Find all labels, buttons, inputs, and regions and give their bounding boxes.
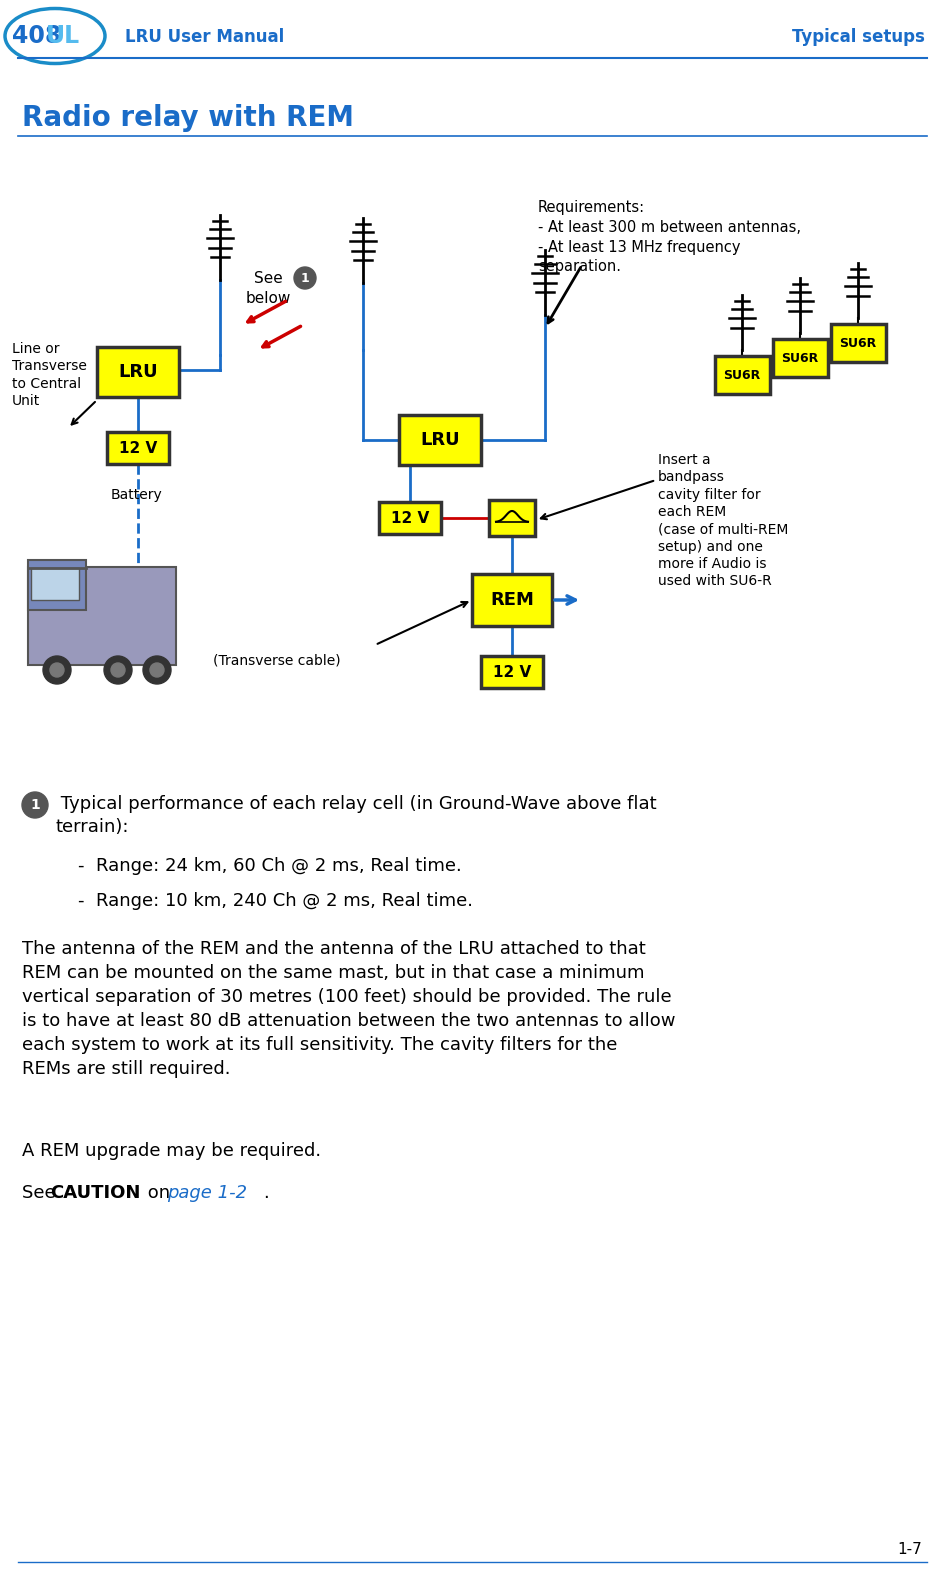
Circle shape (294, 268, 315, 290)
Text: Typical performance of each relay cell (in Ground-Wave above flat: Typical performance of each relay cell (… (55, 795, 656, 814)
Text: terrain):: terrain): (55, 818, 128, 836)
Text: SU6R: SU6R (722, 369, 760, 382)
Text: SU6R: SU6R (781, 351, 818, 364)
Text: on: on (142, 1184, 176, 1201)
Text: See: See (253, 271, 282, 285)
Bar (771, 339, 827, 377)
Text: Requirements:
- At least 300 m between antennas,
- At least 13 MHz frequency
sep: Requirements: - At least 300 m between a… (537, 199, 801, 274)
Bar (488, 500, 534, 537)
Text: SU6R: SU6R (838, 337, 876, 350)
Ellipse shape (5, 8, 105, 63)
Bar (31, 568, 79, 600)
Circle shape (143, 655, 171, 684)
Text: Radio relay with REM: Radio relay with REM (22, 104, 354, 131)
Text: (Transverse cable): (Transverse cable) (212, 654, 340, 666)
Text: A REM upgrade may be required.: A REM upgrade may be required. (22, 1141, 321, 1160)
Bar (471, 575, 551, 625)
Bar (830, 325, 885, 363)
Text: 12 V: 12 V (119, 440, 157, 456)
Bar (28, 567, 176, 665)
Text: 1: 1 (30, 798, 40, 812)
Text: 12 V: 12 V (493, 665, 531, 679)
Circle shape (150, 663, 164, 678)
Text: 1-7: 1-7 (896, 1542, 921, 1558)
Text: LRU: LRU (420, 431, 460, 450)
Circle shape (50, 663, 64, 678)
Text: -  Range: 24 km, 60 Ch @ 2 ms, Real time.: - Range: 24 km, 60 Ch @ 2 ms, Real time. (78, 856, 462, 875)
Text: Battery: Battery (110, 488, 161, 502)
Bar (480, 655, 543, 689)
Text: Typical setups: Typical setups (791, 28, 924, 46)
Text: page 1-2: page 1-2 (167, 1184, 247, 1201)
Text: REM: REM (490, 590, 533, 609)
Text: 408: 408 (12, 24, 61, 47)
Text: Line or
Transverse
to Central
Unit: Line or Transverse to Central Unit (12, 342, 87, 408)
Circle shape (104, 655, 132, 684)
Text: REMs are still required.: REMs are still required. (22, 1061, 230, 1078)
Bar (714, 356, 768, 394)
Text: below: below (245, 291, 291, 306)
Circle shape (110, 663, 125, 678)
Bar (28, 560, 86, 609)
Text: is to have at least 80 dB attenuation between the two antennas to allow: is to have at least 80 dB attenuation be… (22, 1012, 675, 1031)
Text: each system to work at its full sensitivity. The cavity filters for the: each system to work at its full sensitiv… (22, 1035, 616, 1054)
Bar (107, 432, 169, 464)
Text: 1: 1 (300, 272, 309, 285)
Bar (398, 415, 480, 465)
Text: .: . (262, 1184, 268, 1201)
Text: LRU: LRU (118, 363, 158, 382)
Text: 12 V: 12 V (391, 510, 429, 526)
Text: Insert a
bandpass
cavity filter for
each REM
(case of multi-REM
setup) and one
m: Insert a bandpass cavity filter for each… (657, 453, 787, 589)
Bar (97, 347, 178, 397)
Text: CAUTION: CAUTION (50, 1184, 141, 1201)
Text: -  Range: 10 km, 240 Ch @ 2 ms, Real time.: - Range: 10 km, 240 Ch @ 2 ms, Real time… (78, 891, 473, 910)
Circle shape (43, 655, 71, 684)
Bar (379, 502, 441, 533)
Circle shape (22, 792, 48, 818)
Text: See: See (22, 1184, 61, 1201)
Text: The antenna of the REM and the antenna of the LRU attached to that: The antenna of the REM and the antenna o… (22, 940, 645, 958)
Text: vertical separation of 30 metres (100 feet) should be provided. The rule: vertical separation of 30 metres (100 fe… (22, 988, 671, 1007)
Text: UL: UL (46, 24, 80, 47)
Text: LRU User Manual: LRU User Manual (125, 28, 284, 46)
Text: REM can be mounted on the same mast, but in that case a minimum: REM can be mounted on the same mast, but… (22, 964, 644, 981)
